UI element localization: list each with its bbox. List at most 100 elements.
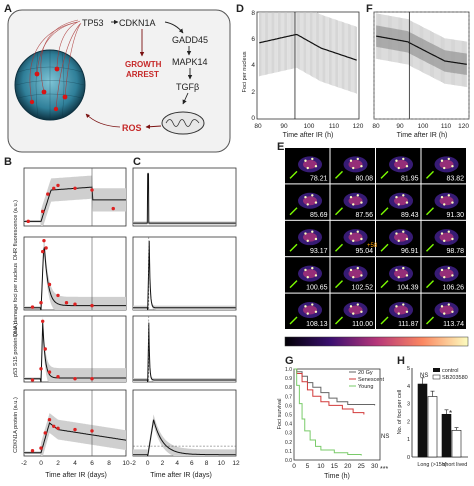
cell-nucleus-core: [348, 196, 363, 206]
legend-young: Young: [358, 384, 373, 390]
cell-focus: [349, 195, 353, 199]
cell-arrow: [335, 207, 343, 216]
cell-nucleus-core: [394, 269, 409, 279]
panel-g-ytick: 0.1: [285, 449, 292, 455]
panel-e-cell-grid: 78.21 80.08 81.95 83.82 85.69 87.56 89.43 91.30…: [285, 148, 466, 329]
cell-focus: [314, 310, 318, 313]
panel-g-xtick: 15: [331, 463, 339, 470]
panel-b-data-point: [56, 293, 60, 298]
cell-focus: [443, 312, 446, 315]
cell-time-label: 85.69: [310, 212, 328, 219]
panel-b-data-point: [30, 378, 35, 382]
panel-g-ytick: 0.7: [285, 394, 292, 400]
cdkn1a-node: CDKN1A: [119, 18, 156, 28]
panel-b-sd-band: [24, 413, 126, 456]
panel-c-xtick: 12: [232, 460, 240, 467]
cell-arrow: [289, 243, 298, 252]
panel-g-xtick: 10: [317, 463, 325, 470]
panel-g-ytick: 0.4: [285, 422, 292, 428]
mapk14-node: MAPK14: [172, 57, 208, 67]
panel-d-label: D: [236, 3, 244, 15]
cell-focus: [440, 195, 444, 199]
cell-time-label: 110.00: [352, 321, 373, 328]
cell-focus: [440, 268, 444, 272]
cell-arrow: [380, 316, 389, 325]
cell-focus: [306, 166, 309, 170]
cell-focus: [443, 166, 446, 170]
cell-time-label: 95.04: [355, 248, 373, 255]
cell-focus: [451, 165, 454, 168]
gadd45-node: GADD45: [172, 35, 208, 45]
cell-time-label: 108.13: [306, 321, 328, 328]
panel-b-ylabel-2: DNA damage foci per nucleus: [13, 263, 19, 337]
panel-b-data-point: [47, 282, 52, 287]
panel-f-xtick: 100: [418, 123, 429, 130]
panel-f-xtick: 90: [396, 123, 404, 130]
intensity-colorbar: [284, 336, 469, 347]
panel-h-ylabel: No. of foci per cell: [397, 390, 403, 435]
cell-arrow: [380, 243, 389, 252]
panel-b-mean-line: [24, 422, 127, 454]
panel-b-data-point: [43, 347, 47, 351]
cell-time-label: 106.26: [443, 285, 465, 292]
cell-focus: [397, 203, 400, 206]
panel-b-data-point: [111, 206, 115, 211]
panel-d-ytick: 0: [251, 115, 255, 122]
panel-f-sem-band: [376, 25, 467, 75]
panel-d-xtick: 90: [280, 123, 288, 130]
cell-arrow: [289, 170, 298, 179]
panel-f-mean-line: [376, 35, 467, 65]
cell-focus: [397, 239, 400, 243]
cell-time-label: 80.08: [355, 175, 373, 182]
cell-time-label: 102.52: [352, 285, 374, 292]
panel-g-ylabel: Foci survival: [277, 398, 283, 429]
panel-g-xtick: 20: [344, 463, 352, 470]
panel-b-xtick: 0: [39, 460, 43, 467]
cell-time-label: 83.82: [446, 175, 464, 182]
panel-g-xtick: 0: [292, 463, 296, 470]
panel-b-data-point: [52, 424, 56, 428]
cell-focus: [405, 274, 409, 277]
cell-focus: [306, 239, 309, 243]
panel-h-star: *: [449, 409, 452, 418]
panel-b-data-point: [56, 426, 60, 430]
panel-b-xtick: 6: [90, 460, 94, 467]
panel-b-xtick: 8: [107, 460, 111, 467]
cell-focus: [352, 239, 355, 243]
km-curve-young: [294, 368, 362, 456]
panel-c-xtick: 0: [146, 460, 150, 467]
cell-time-label: 96.91: [401, 248, 419, 255]
cell-arrow: [289, 280, 298, 289]
cell-time-label: 93.17: [310, 248, 328, 255]
cell-focus: [311, 230, 314, 233]
panel-b-xlabel: Time after IR (days): [45, 472, 107, 479]
cell-time-label: 78.21: [310, 175, 328, 182]
cell-focus: [402, 194, 405, 197]
panel-g-ytick: 0.9: [285, 376, 292, 382]
cell-focus: [402, 303, 405, 306]
panel-b-data-point: [56, 183, 60, 188]
cell-focus: [402, 157, 405, 161]
panel-b-data-point: [41, 319, 45, 323]
cell-focus: [451, 237, 454, 241]
panel-d: D Foci per nucleus 80 90 100 110 120 0 2…: [236, 3, 364, 139]
cell-arrow: [380, 280, 389, 289]
cell-arrow: [335, 280, 343, 289]
panel-a-label: A: [4, 3, 12, 15]
cell-focus: [349, 232, 353, 235]
cell-nucleus-core: [303, 232, 318, 242]
cell-focus: [451, 201, 454, 204]
panel-b-xtick: -2: [21, 460, 27, 467]
panel-b-ylabel-4: CDKN1A protein (a.u.): [13, 397, 19, 453]
cell-focus: [397, 312, 400, 315]
panel-f-label: F: [366, 3, 373, 15]
cell-nucleus-core: [303, 159, 318, 169]
panel-c-plots: [132, 167, 237, 457]
panel-c-xticks: -2 0 2 4 6 8 10 12: [130, 460, 240, 467]
panel-h: H No. of foci per cell 0 1 2 3 4 5 control SB…: [397, 355, 468, 468]
cell-nucleus-core: [303, 269, 318, 279]
panel-b-data-point: [56, 375, 60, 379]
bar-control: [417, 383, 428, 458]
panel-c-xtick: 4: [175, 460, 179, 467]
panel-h-ns: NS: [420, 373, 428, 379]
